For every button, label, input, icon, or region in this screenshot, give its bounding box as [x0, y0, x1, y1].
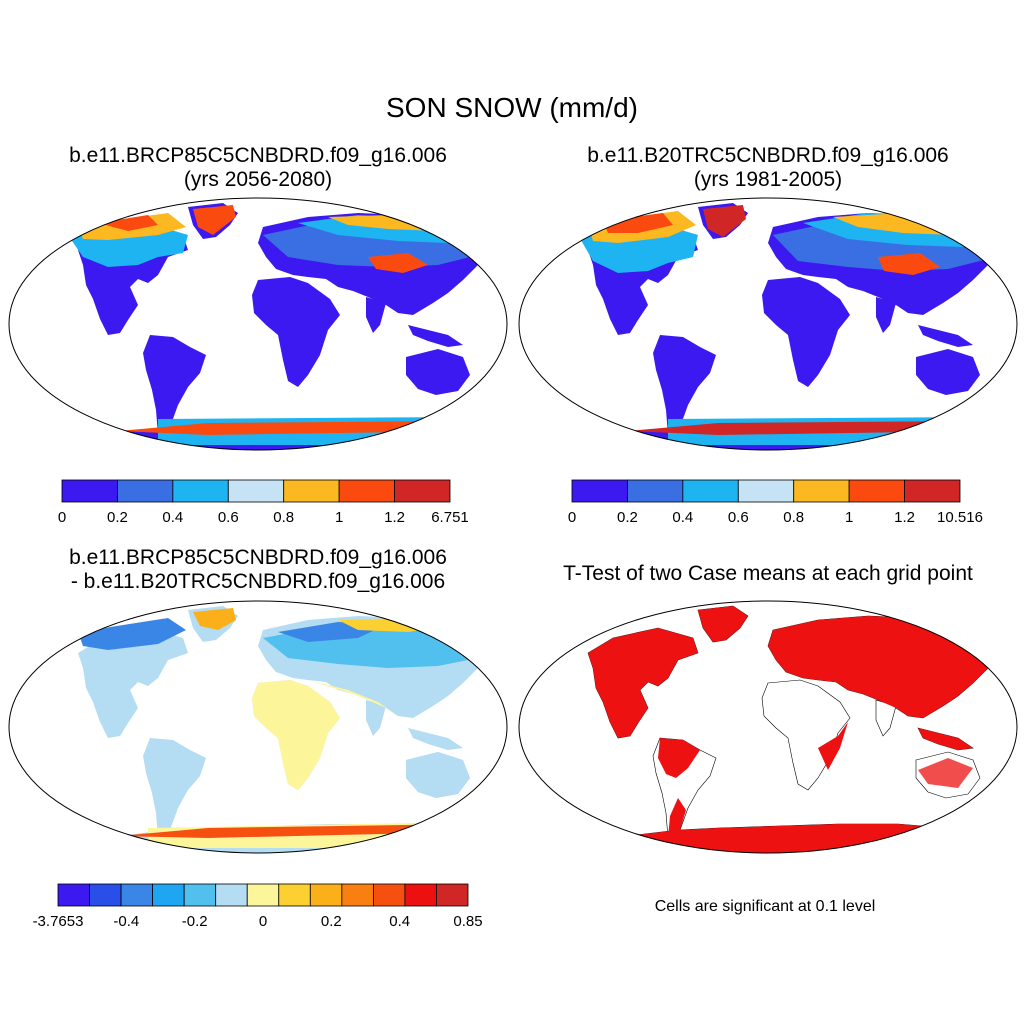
colorbar-swatch	[120, 883, 154, 907]
colorbar-swatch	[372, 883, 406, 907]
colorbar-swatch	[246, 883, 280, 907]
colorbar-swatch	[436, 883, 469, 907]
panel-1-title-line1: b.e11.BRCP85C5CNBDRD.f09_g16.006	[69, 144, 447, 167]
colorbar-tick-label: 0.8	[273, 509, 294, 526]
panel-2-title-line1: b.e11.B20TRC5CNBDRD.f09_g16.006	[587, 144, 949, 167]
colorbar-swatch	[571, 479, 628, 503]
colorbar-swatch	[57, 883, 90, 907]
colorbar-swatch	[172, 479, 229, 503]
colorbar-tick-label: 0.6	[728, 509, 749, 526]
colorbar-swatch	[338, 479, 395, 503]
colorbar-panel-3: -3.7653 -0.4 -0.2 0 0.2 0.4 0.85	[33, 883, 483, 930]
panel-1-title: b.e11.BRCP85C5CNBDRD.f09_g16.006 (yrs 20…	[8, 144, 508, 192]
colorbar-tick-label: 0.4	[389, 913, 410, 930]
colorbar-swatch	[183, 883, 217, 907]
colorbar-swatch	[89, 883, 122, 907]
colorbar-tick-label: 1.2	[384, 509, 405, 526]
colorbar-swatch	[152, 883, 185, 907]
colorbar-swatch	[737, 479, 795, 503]
colorbar-swatch	[309, 883, 343, 907]
panel-4-title-line1: T-Test of two Case means at each grid po…	[563, 562, 973, 585]
panel-2-title-line2: (yrs 1981-2005)	[693, 168, 843, 191]
colorbar-swatch	[404, 883, 437, 907]
colorbar-swatch	[793, 479, 850, 503]
panel-2-title: b.e11.B20TRC5CNBDRD.f09_g16.006 (yrs 198…	[518, 144, 1018, 192]
panel-4-title: T-Test of two Case means at each grid po…	[518, 562, 1018, 586]
colorbar-swatch	[278, 883, 311, 907]
map-panel-4	[518, 600, 1018, 854]
colorbar-tick-label: 0.6	[218, 509, 239, 526]
colorbar-tick-label: 0	[259, 913, 267, 930]
figure-title: SON SNOW (mm/d)	[386, 92, 638, 123]
colorbar-tick-label: 1.2	[894, 509, 915, 526]
panel-3-title-line1: b.e11.BRCP85C5CNBDRD.f09_g16.006	[69, 546, 447, 569]
colorbar-swatch	[215, 883, 248, 907]
colorbar-panel-1: 0 0.2 0.4 0.6 0.8 1 1.2 6.751	[58, 479, 469, 526]
colorbar-tick-label: 0	[568, 509, 576, 526]
map-panel-1	[8, 197, 508, 451]
colorbar-swatch	[627, 479, 684, 503]
colorbar-swatch	[117, 479, 174, 503]
colorbar-swatch	[283, 479, 340, 503]
map-panel-3	[8, 600, 508, 854]
colorbar-tick-label: 0.4	[672, 509, 693, 526]
colorbar-tick-label: 0.2	[617, 509, 638, 526]
panel-3-title: b.e11.BRCP85C5CNBDRD.f09_g16.006 - b.e11…	[8, 546, 508, 594]
colorbar-swatch	[394, 479, 451, 503]
colorbar-tick-label: -0.2	[182, 913, 208, 930]
colorbar-tick-label: 0.85	[453, 913, 482, 930]
colorbar-tick-label: 0.8	[783, 509, 804, 526]
panel-1-title-line2: (yrs 2056-2080)	[183, 168, 333, 191]
colorbar-tick-label: 10.516	[937, 509, 983, 526]
colorbar-tick-label: 0	[58, 509, 66, 526]
colorbar-tick-label: 1	[335, 509, 343, 526]
colorbar-swatch	[227, 479, 285, 503]
colorbar-tick-label: 0.2	[107, 509, 128, 526]
colorbar-tick-label: 1	[845, 509, 853, 526]
colorbar-tick-label: -0.4	[113, 913, 139, 930]
colorbar-swatch	[848, 479, 905, 503]
colorbar-tick-label: -3.7653	[33, 913, 84, 930]
colorbar-swatch	[682, 479, 739, 503]
colorbar-tick-label: 0.4	[162, 509, 183, 526]
panel-3-title-line2: - b.e11.B20TRC5CNBDRD.f09_g16.006	[70, 570, 446, 593]
colorbar-swatch	[61, 479, 118, 503]
significance-note: Cells are significant at 0.1 level	[654, 898, 876, 915]
map-panel-2	[518, 197, 1018, 451]
colorbar-swatch	[341, 883, 374, 907]
colorbar-panel-2: 0 0.2 0.4 0.6 0.8 1 1.2 10.516	[568, 479, 983, 526]
colorbar-tick-label: 6.751	[431, 509, 469, 526]
colorbar-tick-label: 0.2	[321, 913, 342, 930]
colorbar-swatch	[904, 479, 961, 503]
